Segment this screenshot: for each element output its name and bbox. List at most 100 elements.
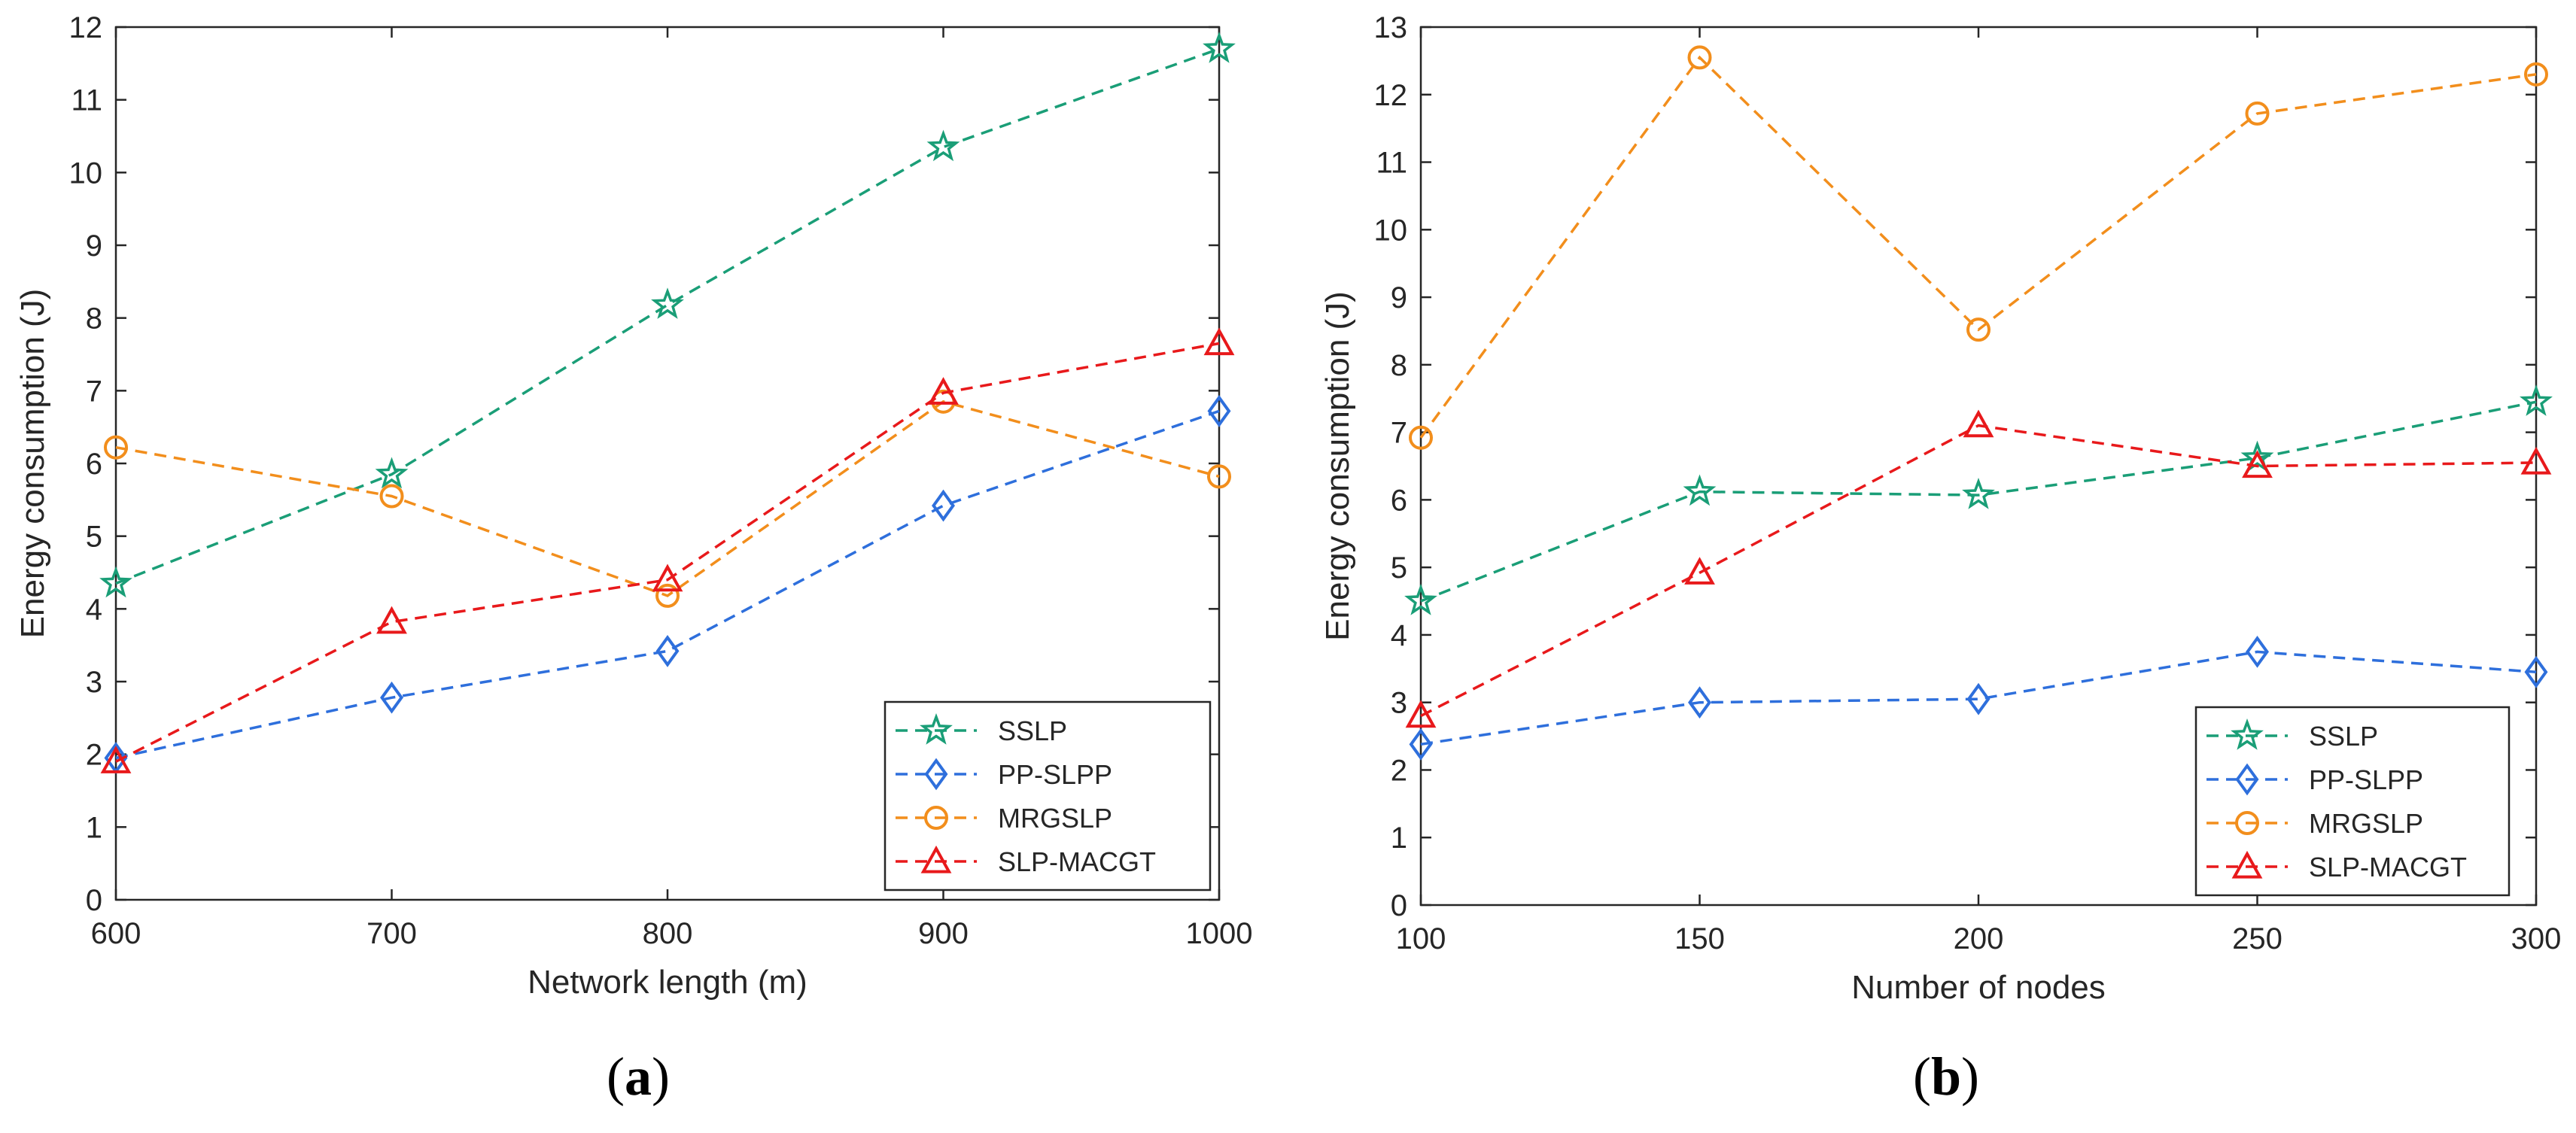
legend-box <box>2194 706 2511 897</box>
data-point-marker <box>1207 464 1231 489</box>
series-line <box>1420 400 2537 603</box>
y-tick-label: 12 <box>1374 79 1408 112</box>
series-line <box>1420 650 2537 746</box>
legend-marker <box>2235 763 2259 796</box>
x-axis-label: Number of nodes <box>1851 969 2106 1006</box>
legend-box <box>884 700 1212 892</box>
panel-label-close-paren: ) <box>652 1046 670 1107</box>
x-tick-label: 200 <box>1954 922 2004 955</box>
data-point-marker <box>1404 583 1437 615</box>
y-tick-label: 1 <box>86 811 102 844</box>
data-point-marker <box>100 746 132 773</box>
data-point-marker <box>2524 655 2548 688</box>
data-point-marker <box>1405 700 1437 728</box>
y-tick-label: 0 <box>86 884 102 917</box>
y-tick-label: 7 <box>86 375 102 408</box>
legend-marker <box>2231 850 2263 879</box>
panel-label-open-paren: ( <box>1913 1046 1931 1107</box>
legend-marker <box>920 845 952 873</box>
data-point-marker <box>1684 557 1715 585</box>
data-point-marker <box>2520 446 2552 475</box>
data-point-marker <box>1966 682 1991 715</box>
legend-label: SLP-MACGT <box>2309 852 2467 882</box>
x-tick-label: 100 <box>1396 922 1446 955</box>
x-axis-label: Network length (m) <box>528 964 807 1001</box>
data-point-marker <box>2240 440 2274 472</box>
y-tick-label: 4 <box>1391 619 1407 652</box>
y-tick-label: 9 <box>86 229 102 263</box>
y-tick-label: 8 <box>1391 349 1407 382</box>
y-tick-label: 11 <box>71 84 102 117</box>
data-point-marker <box>1962 478 1995 509</box>
y-tick-label: 2 <box>86 739 102 772</box>
y-axis-label: Energy consumption (J) <box>14 289 51 639</box>
legend-entry: MRGSLP <box>2206 808 2423 839</box>
legend-label: MRGSLP <box>998 803 1112 834</box>
data-point-marker <box>104 435 128 460</box>
y-tick-label: 3 <box>1391 687 1407 720</box>
legend-label: SSLP <box>998 715 1067 746</box>
x-tick-label: 900 <box>918 917 969 950</box>
data-point-marker <box>926 129 960 162</box>
data-point-marker <box>928 377 959 405</box>
data-point-marker <box>1683 474 1717 506</box>
x-tick-label: 250 <box>2232 922 2283 955</box>
data-point-marker <box>379 484 404 509</box>
y-tick-label: 6 <box>86 448 102 481</box>
panel-label: (b) <box>1913 1046 1979 1107</box>
data-point-marker <box>1688 686 1711 719</box>
legend-marker <box>924 758 948 791</box>
y-tick-label: 13 <box>1374 11 1408 44</box>
y-tick-label: 6 <box>1391 484 1407 517</box>
panel-b: 100 150 200 250 300012345678910111213Number … <box>1319 11 2561 1107</box>
panel-a: 600 700 800 900 10000123456789101112Network … <box>14 11 1252 1107</box>
legend-entry: PP-SLPP <box>896 758 1112 791</box>
data-point-marker <box>655 634 680 667</box>
series-sslp <box>1404 384 2553 615</box>
legend-entry: PP-SLPP <box>2206 763 2423 796</box>
data-point-marker <box>655 583 680 608</box>
legend-marker <box>924 806 948 830</box>
data-point-marker <box>932 489 955 522</box>
y-tick-label: 12 <box>69 11 103 44</box>
series-line <box>115 342 1220 763</box>
data-point-marker <box>1966 317 1991 342</box>
y-tick-label: 8 <box>86 302 102 336</box>
x-tick-label: 800 <box>643 917 693 950</box>
data-point-marker <box>2245 101 2270 126</box>
y-tick-label: 2 <box>1391 754 1407 787</box>
y-tick-label: 5 <box>86 521 102 554</box>
series-slp-macgt <box>100 327 1235 773</box>
panel-label-letter: a <box>625 1046 652 1107</box>
x-tick-label: 600 <box>91 917 141 950</box>
legend-label: PP-SLPP <box>2309 764 2423 795</box>
y-tick-label: 7 <box>1391 417 1407 450</box>
panel-label-close-paren: ) <box>1961 1046 1979 1107</box>
y-tick-label: 4 <box>86 593 102 626</box>
data-point-marker <box>1409 727 1433 761</box>
data-point-marker <box>1963 409 1994 438</box>
x-tick-label: 1000 <box>1186 917 1253 950</box>
y-tick-label: 0 <box>1391 889 1407 922</box>
legend-entry: SLP-MACGT <box>2206 850 2467 882</box>
series-pp-slpp <box>104 394 1231 774</box>
x-tick-label: 300 <box>2511 922 2562 955</box>
series-line <box>1420 424 2537 718</box>
series-line <box>115 399 1220 597</box>
data-point-marker <box>651 287 684 319</box>
legend-marker <box>920 712 953 745</box>
data-point-marker <box>1409 425 1433 450</box>
series-line <box>1419 55 2537 439</box>
panel-label-open-paren: ( <box>607 1046 625 1107</box>
legend-label: PP-SLPP <box>998 759 1112 790</box>
x-tick-label: 150 <box>1674 922 1725 955</box>
legend-marker <box>2231 718 2264 750</box>
panel-label: (a) <box>607 1046 670 1107</box>
data-point-marker <box>1203 31 1236 63</box>
data-point-marker <box>375 457 409 489</box>
series-pp-slpp <box>1409 635 2548 761</box>
data-point-marker <box>2246 635 2269 668</box>
data-point-marker <box>1203 327 1235 356</box>
y-tick-label: 3 <box>86 666 102 699</box>
